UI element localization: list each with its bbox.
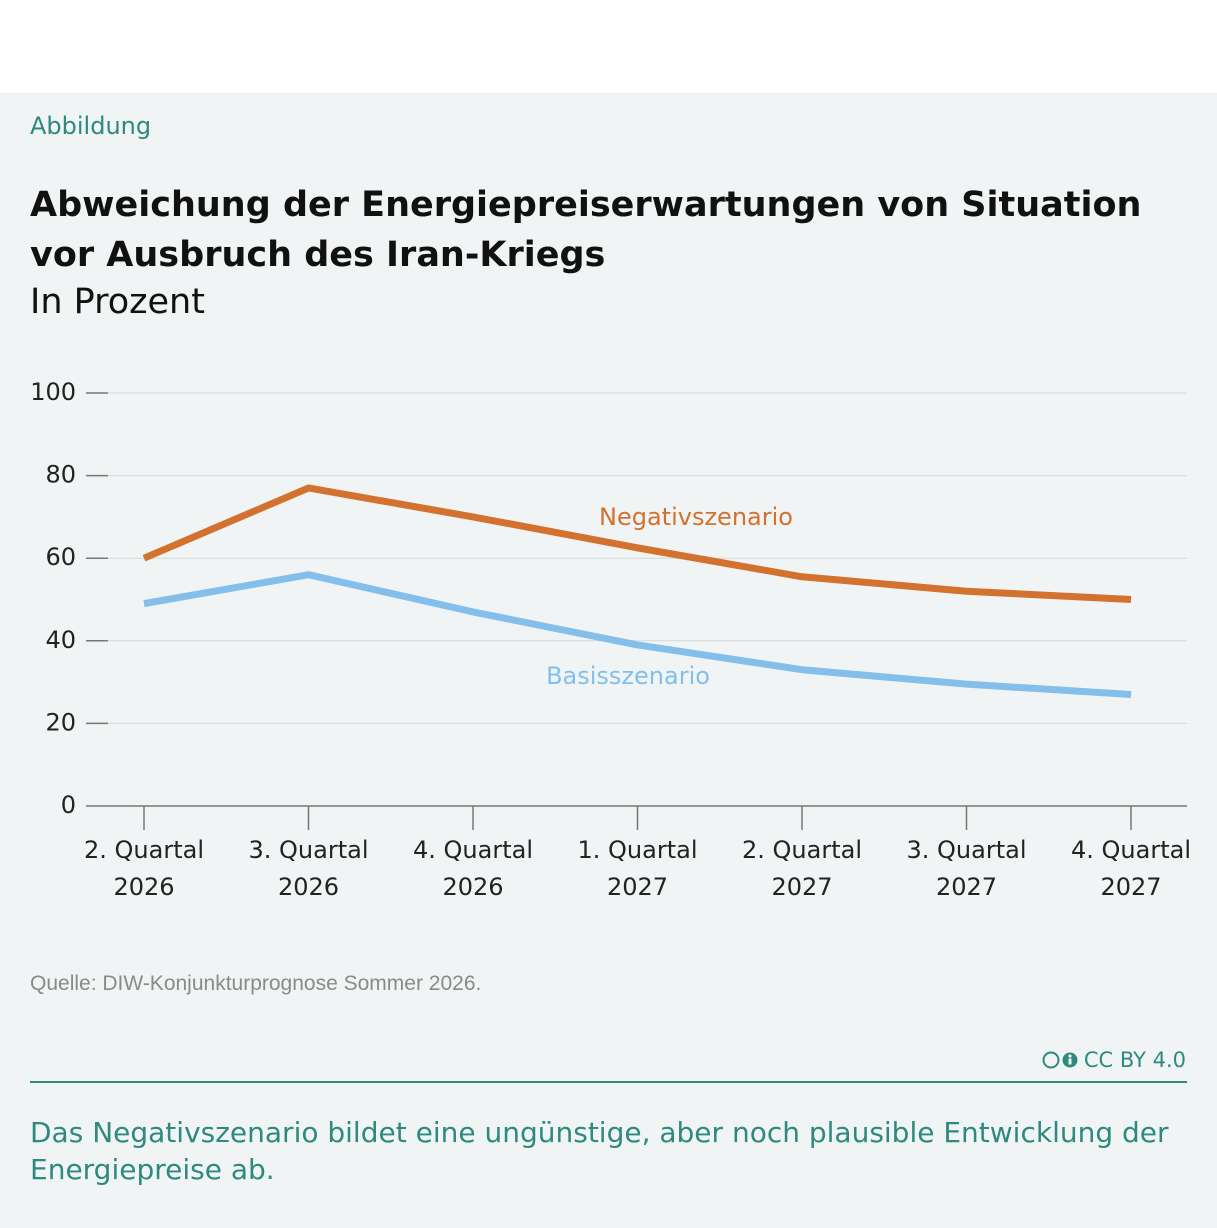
chart-title: Abweichung der Energiepreiserwartungen v… <box>30 185 1142 275</box>
x-tick-label: 2026 <box>442 873 503 901</box>
x-tick-label: 2. Quartal <box>84 836 204 864</box>
x-tick-label: 2. Quartal <box>742 836 862 864</box>
series-label: Basisszenario <box>546 662 710 690</box>
caption: Das Negativszenario bildet eine ungünsti… <box>30 1116 1169 1186</box>
x-tick-label: 2027 <box>936 873 997 901</box>
y-tick-label: 80 <box>45 461 76 489</box>
x-tick-label: 1. Quartal <box>578 836 698 864</box>
x-tick-label: 4. Quartal <box>1071 836 1191 864</box>
source-note: Quelle: DIW-Konjunkturprognose Sommer 20… <box>30 972 482 995</box>
x-tick-label: 2026 <box>113 873 174 901</box>
series-line <box>143 571 1132 698</box>
x-tick-label: 2027 <box>607 873 668 901</box>
series-label: Negativszenario <box>599 503 793 531</box>
y-tick-label: 40 <box>45 626 76 654</box>
separator <box>30 1081 1187 1083</box>
x-tick-label: 3. Quartal <box>907 836 1027 864</box>
panel <box>0 93 1217 1228</box>
y-tick-label: 60 <box>45 543 76 571</box>
kicker: Abbildung <box>30 112 152 140</box>
x-tick-label: 2027 <box>1100 873 1161 901</box>
series-line <box>142 484 1132 603</box>
y-tick-label: 0 <box>61 791 76 819</box>
chart-subtitle: In Prozent <box>30 282 205 322</box>
y-tick-label: 20 <box>45 708 76 736</box>
x-tick-label: 4. Quartal <box>413 836 533 864</box>
x-tick-label: 2026 <box>278 873 339 901</box>
cc-icons <box>1042 1051 1078 1069</box>
x-tick-label: 3. Quartal <box>249 836 369 864</box>
y-tick-label: 100 <box>30 378 76 406</box>
x-tick-label: 2027 <box>771 873 832 901</box>
license: CC BY 4.0 <box>1042 1048 1186 1072</box>
license-text: CC BY 4.0 <box>1083 1048 1186 1072</box>
